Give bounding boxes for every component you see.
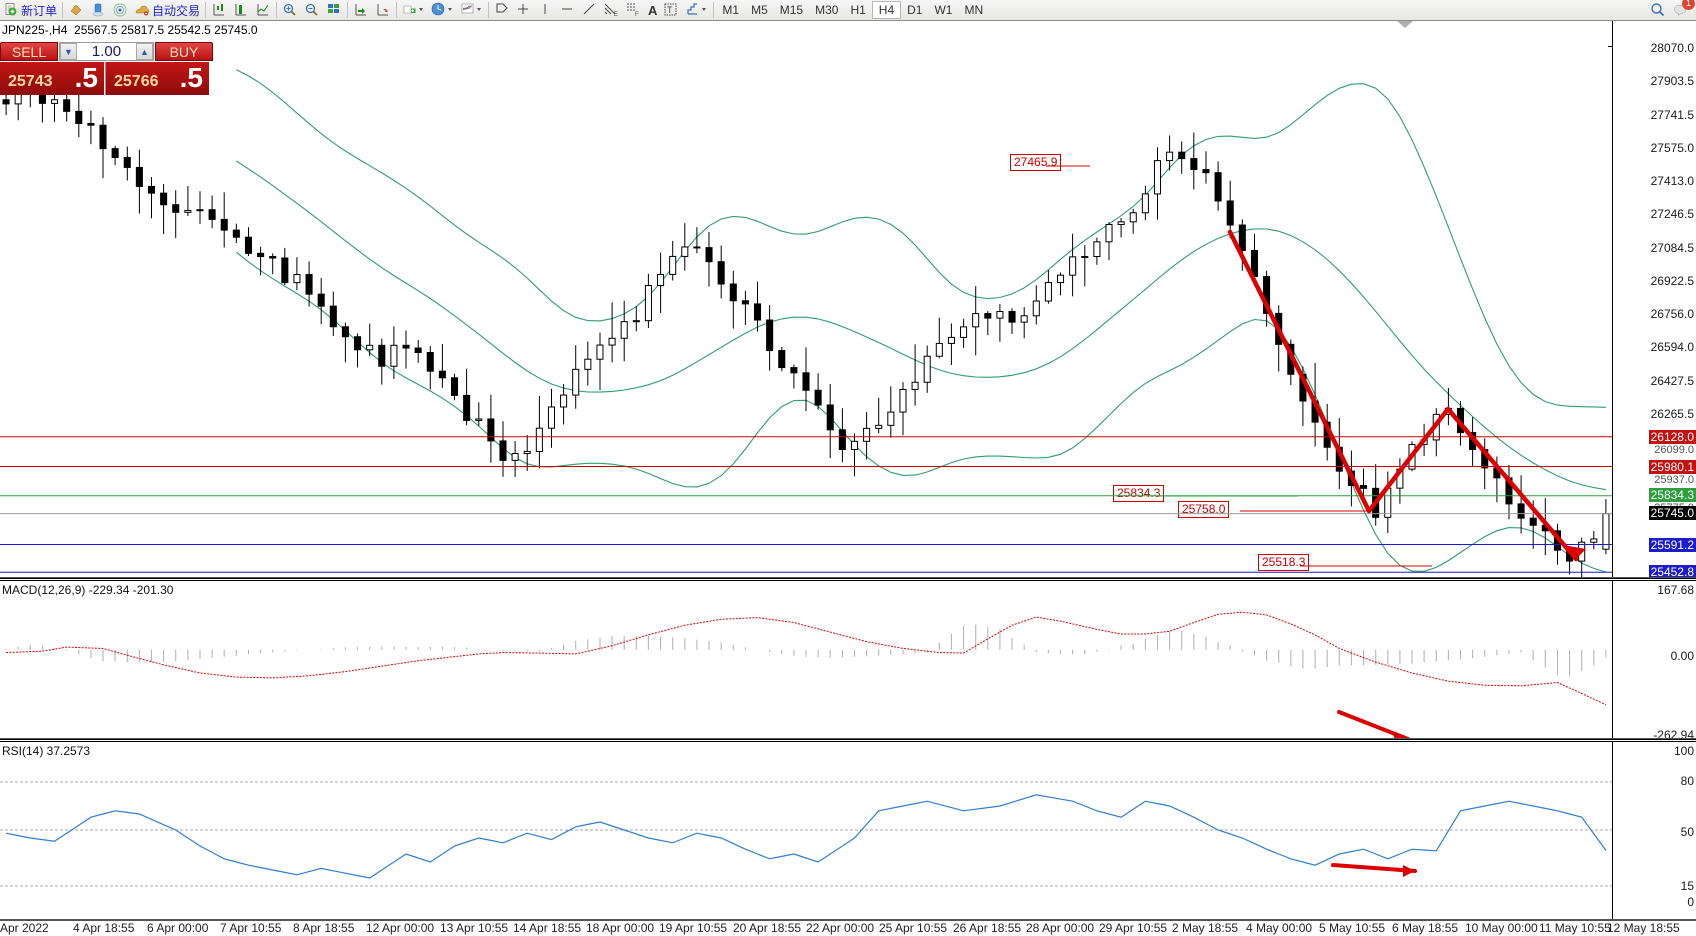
svg-text:T: T xyxy=(667,5,673,15)
svg-text:E: E xyxy=(614,12,618,18)
svg-text:F: F xyxy=(635,12,639,18)
